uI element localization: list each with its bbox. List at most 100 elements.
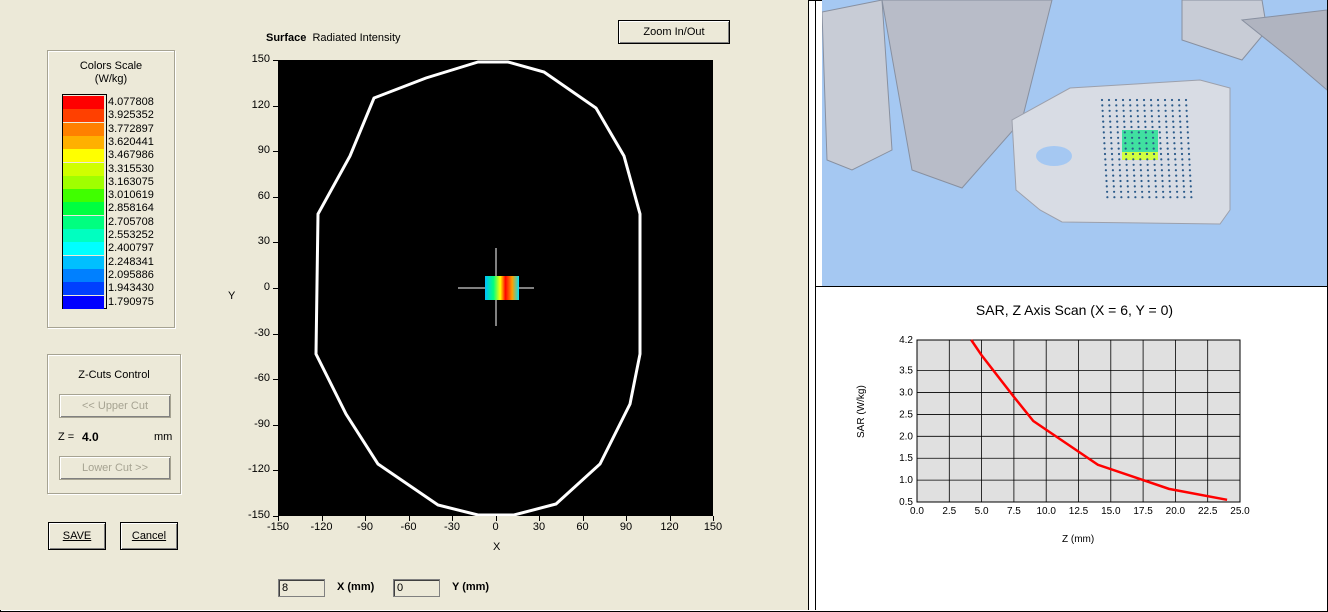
scan-point	[1122, 109, 1125, 112]
chart-y-tick-label: 1.0	[899, 475, 913, 486]
y-axis-label: Y	[228, 290, 236, 302]
scan-point	[1112, 179, 1115, 183]
scan-point	[1183, 196, 1186, 199]
x-coord-input[interactable]: 8	[278, 579, 325, 597]
scan-point	[1138, 136, 1141, 139]
scan-point	[1137, 125, 1140, 129]
legend-row: 1.943430	[63, 282, 173, 296]
scan-point	[1157, 109, 1160, 112]
scan-point	[1154, 185, 1157, 188]
scan-point	[1158, 125, 1161, 129]
chart-y-tick-label: 4.2	[899, 335, 913, 346]
scan-point	[1180, 142, 1183, 145]
upper-cut-button[interactable]: << Upper Cut	[59, 394, 171, 418]
zoom-button[interactable]: Zoom In/Out	[618, 20, 730, 44]
chart-x-tick-label: 22.5	[1198, 506, 1218, 517]
y-tick-label: 90	[257, 144, 270, 157]
scan-point	[1103, 152, 1107, 156]
scan-point	[1141, 190, 1144, 193]
scan-point	[1129, 104, 1132, 107]
y-coord-input[interactable]: 0	[393, 579, 440, 597]
scan-point	[1103, 147, 1106, 150]
scan-point	[1123, 131, 1126, 134]
scan-point	[1146, 163, 1149, 166]
scan-point	[1154, 174, 1157, 177]
phantom-3d-view[interactable]	[822, 0, 1327, 286]
legend-value: 3.772897	[108, 122, 154, 135]
scan-point	[1144, 131, 1147, 134]
chart-x-tick-label: 10.0	[1036, 506, 1056, 517]
scan-point	[1131, 152, 1135, 156]
scan-point	[1162, 196, 1165, 199]
scan-point	[1167, 169, 1170, 172]
scan-point	[1102, 125, 1105, 129]
scan-point	[1150, 104, 1153, 107]
scan-point	[1127, 190, 1130, 193]
zcuts-title: Z-Cuts Control	[78, 369, 150, 381]
scan-point	[1177, 98, 1181, 102]
scan-point	[1150, 109, 1153, 112]
scan-point	[1110, 147, 1113, 150]
legend-row: 2.553252	[63, 229, 173, 242]
cancel-button[interactable]: Cancel	[120, 522, 178, 550]
legend-value: 2.705708	[108, 215, 154, 228]
scan-point	[1109, 131, 1112, 134]
scan-point	[1165, 131, 1168, 134]
scan-point	[1176, 196, 1179, 199]
y-tick-label: 60	[257, 189, 270, 202]
legend-title: Colors Scale (W/kg)	[48, 60, 174, 86]
scan-point	[1127, 196, 1130, 199]
legend-value: 3.467986	[108, 149, 154, 162]
lower-cut-button[interactable]: Lower Cut >>	[59, 456, 171, 480]
scan-point	[1171, 109, 1174, 112]
x-tick-mark	[495, 516, 497, 521]
legend-row: 3.010619	[63, 189, 173, 203]
scan-point	[1134, 196, 1137, 199]
save-button[interactable]: SAVE	[48, 522, 106, 550]
scan-point	[1119, 174, 1122, 177]
vertical-divider	[815, 0, 816, 610]
y-tick-label: 30	[257, 235, 270, 248]
x-tick-label: -150	[266, 521, 290, 533]
legend-value: 4.077808	[108, 96, 154, 108]
scan-point	[1132, 158, 1135, 161]
scan-point	[1166, 147, 1169, 150]
scan-point	[1190, 190, 1193, 193]
scan-point	[1151, 131, 1154, 134]
chart-x-tick-label: 7.5	[1007, 506, 1021, 517]
y-tick-label: -120	[247, 463, 270, 476]
y-tick-mark	[273, 470, 278, 472]
scan-point	[1128, 98, 1132, 102]
scan-point	[1172, 131, 1175, 134]
scan-point	[1124, 136, 1127, 139]
y-tick-label: -60	[254, 372, 270, 385]
legend-value: 3.163075	[108, 175, 154, 188]
y-tick-label: -150	[247, 509, 270, 521]
scan-point	[1102, 120, 1105, 123]
chart-x-tick-label: 5.0	[975, 506, 989, 517]
scan-point	[1160, 163, 1163, 166]
legend-row: 4.077808	[63, 96, 173, 109]
surface-plot[interactable]	[278, 60, 713, 516]
scan-point	[1138, 147, 1141, 150]
scan-point	[1179, 131, 1182, 134]
phantom-hole	[1036, 146, 1072, 166]
scan-point	[1186, 120, 1189, 123]
y-tick-mark	[273, 105, 278, 107]
scan-point	[1105, 179, 1108, 183]
y-tick-label: 120	[251, 98, 270, 111]
scan-point	[1107, 98, 1111, 102]
scan-point	[1112, 174, 1115, 177]
scan-point	[1160, 158, 1163, 161]
scan-point	[1161, 185, 1164, 188]
sar-z-scan-chart: SAR, Z Axis Scan (X = 6, Y = 0) 0.0 2.5 5.…	[822, 288, 1327, 610]
phantom-side-right	[1181, 0, 1268, 61]
scan-point	[1122, 104, 1125, 107]
scan-point	[1145, 142, 1148, 145]
scan-point	[1176, 190, 1179, 193]
scan-point	[1134, 190, 1137, 193]
scan-point	[1173, 152, 1177, 156]
y-tick-label: -90	[254, 417, 270, 430]
scan-point	[1139, 158, 1142, 161]
scan-point	[1126, 174, 1129, 177]
